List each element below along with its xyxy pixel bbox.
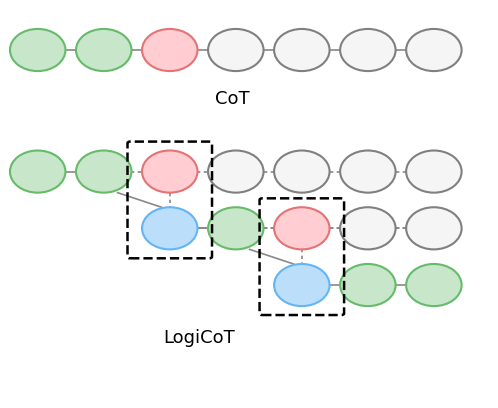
Ellipse shape (274, 29, 330, 71)
Ellipse shape (208, 207, 263, 249)
Text: LogiCoT: LogiCoT (164, 329, 236, 347)
Ellipse shape (406, 264, 462, 306)
Ellipse shape (76, 151, 131, 193)
Ellipse shape (142, 29, 198, 71)
Ellipse shape (340, 29, 395, 71)
Ellipse shape (406, 207, 462, 249)
Ellipse shape (274, 264, 330, 306)
Ellipse shape (142, 151, 198, 193)
Ellipse shape (340, 207, 395, 249)
Ellipse shape (142, 207, 198, 249)
Ellipse shape (340, 264, 395, 306)
Ellipse shape (10, 29, 65, 71)
Text: CoT: CoT (215, 90, 250, 108)
Ellipse shape (10, 151, 65, 193)
Ellipse shape (274, 207, 330, 249)
Ellipse shape (208, 29, 263, 71)
Ellipse shape (406, 151, 462, 193)
Ellipse shape (274, 151, 330, 193)
Ellipse shape (76, 29, 131, 71)
Ellipse shape (406, 29, 462, 71)
Ellipse shape (208, 151, 263, 193)
Ellipse shape (340, 151, 395, 193)
